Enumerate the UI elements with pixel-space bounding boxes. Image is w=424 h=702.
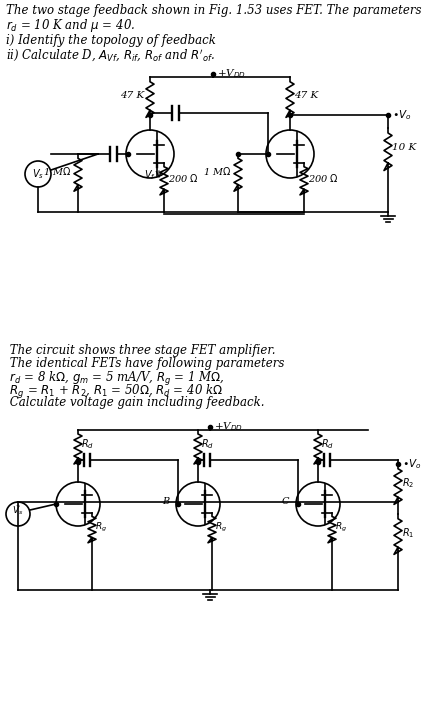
Text: $^+$: $^+$ xyxy=(14,504,20,510)
Text: 1 M$\Omega$: 1 M$\Omega$ xyxy=(203,165,231,177)
Text: $r_d$ = 8 k$\Omega$, $g_m$ = 5 mA/V, $R_g$ = 1 M$\Omega$,: $r_d$ = 8 k$\Omega$, $g_m$ = 5 mA/V, $R_… xyxy=(6,370,224,388)
Text: The two stage feedback shown in Fig. 1.53 uses FET. The parameters are: The two stage feedback shown in Fig. 1.5… xyxy=(6,4,424,17)
Text: $r_d$ = 10 K and $\mu$ = 40.: $r_d$ = 10 K and $\mu$ = 40. xyxy=(6,17,135,34)
Text: $R_g$: $R_g$ xyxy=(95,520,107,534)
Text: 1 M$\Omega$: 1 M$\Omega$ xyxy=(43,165,71,177)
Text: i) Identify the topology of feedback: i) Identify the topology of feedback xyxy=(6,34,216,47)
Text: $R_g$: $R_g$ xyxy=(335,520,347,534)
Text: $R_d$: $R_d$ xyxy=(201,437,214,451)
Text: 47 K: 47 K xyxy=(120,91,144,100)
Text: The identical FETs have following parameters: The identical FETs have following parame… xyxy=(6,357,285,370)
Text: $V_f$: $V_f$ xyxy=(144,168,156,182)
Text: $R_d$: $R_d$ xyxy=(81,437,94,451)
Text: $R_2$: $R_2$ xyxy=(402,476,414,490)
Text: ii) Calculate D, $A_{Vf}$, $R_{if}$, $R_{of}$ and $R'_{of}$.: ii) Calculate D, $A_{Vf}$, $R_{if}$, $R_… xyxy=(6,47,215,63)
Text: 10 K: 10 K xyxy=(392,143,416,152)
Text: $R_d$: $R_d$ xyxy=(321,437,334,451)
Text: $R_g$ = $R_1$ + $R_2$, $R_1$ = 50$\Omega$, $R_d$ = 40 k$\Omega$: $R_g$ = $R_1$ + $R_2$, $R_1$ = 50$\Omega… xyxy=(6,383,223,401)
Text: $V_s$: $V_s$ xyxy=(12,505,24,517)
Text: +V$_{DD}$: +V$_{DD}$ xyxy=(217,67,246,81)
Text: $R_g$: $R_g$ xyxy=(215,520,227,534)
Text: The circuit shows three stage FET amplifier.: The circuit shows three stage FET amplif… xyxy=(6,344,276,357)
Text: +V$_{DD}$: +V$_{DD}$ xyxy=(214,420,243,433)
Text: C: C xyxy=(282,498,290,507)
Text: $V_s$: $V_s$ xyxy=(32,167,44,181)
Text: 47 K: 47 K xyxy=(294,91,318,100)
Text: B: B xyxy=(162,498,169,507)
Text: $\bullet V_o$: $\bullet V_o$ xyxy=(402,457,422,471)
Text: 200 $\Omega$: 200 $\Omega$ xyxy=(168,172,199,184)
Text: 200 $\Omega$: 200 $\Omega$ xyxy=(308,172,339,184)
Text: $R_1$: $R_1$ xyxy=(402,526,414,540)
Text: $\bullet V_o$: $\bullet V_o$ xyxy=(392,108,412,122)
Text: Calculate voltage gain including feedback.: Calculate voltage gain including feedbac… xyxy=(6,396,265,409)
